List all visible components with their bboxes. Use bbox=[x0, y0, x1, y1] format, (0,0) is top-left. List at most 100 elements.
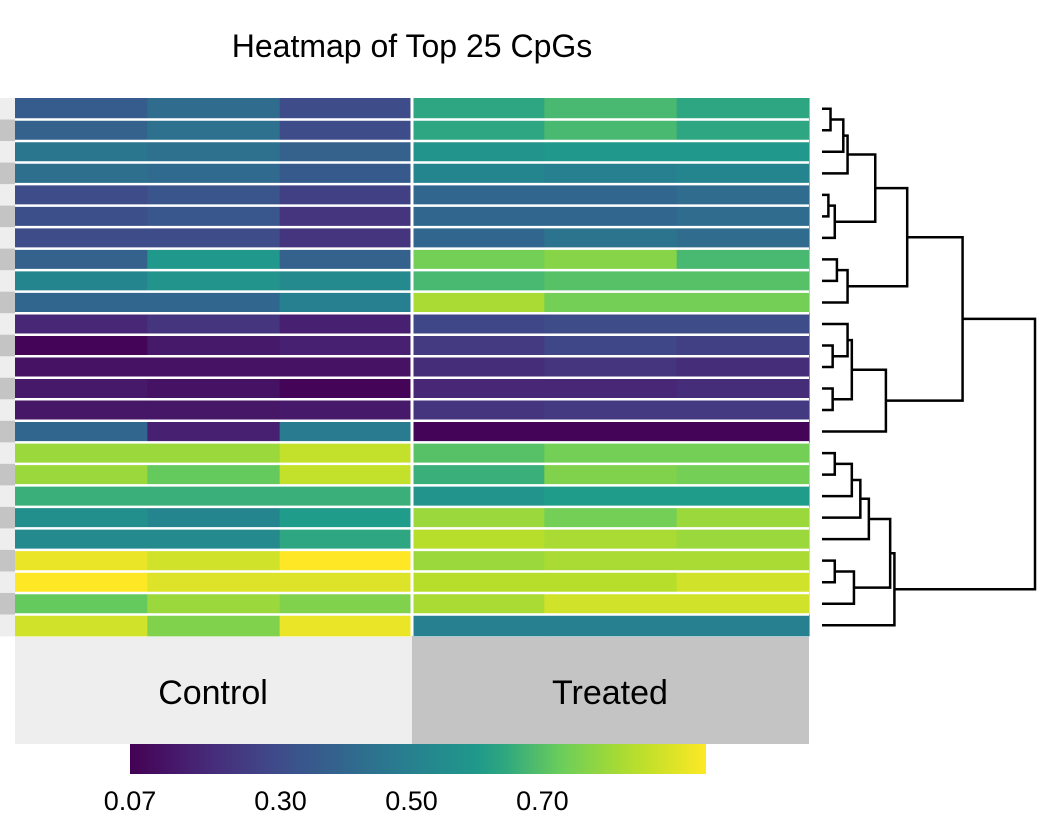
dendrogram-branch bbox=[822, 462, 854, 498]
heatmap-cell bbox=[15, 377, 148, 400]
heatmap-cell bbox=[412, 270, 545, 293]
heatmap-cell bbox=[676, 377, 810, 400]
heatmap-cell bbox=[544, 227, 678, 250]
heatmap-cell bbox=[412, 141, 545, 163]
heatmap-cell bbox=[676, 119, 810, 142]
dendrogram-branch bbox=[885, 235, 964, 402]
heatmap-cell bbox=[544, 420, 678, 443]
heatmap-cell bbox=[412, 313, 545, 336]
row-annotation-cell bbox=[0, 313, 15, 336]
heatmap-cell bbox=[15, 334, 148, 357]
heatmap-cell bbox=[544, 291, 678, 314]
heatmap-cell bbox=[147, 291, 281, 314]
dendrogram-branch bbox=[834, 153, 877, 223]
heatmap-cell bbox=[279, 227, 413, 250]
heatmap-cell bbox=[279, 420, 413, 443]
heatmap-cell bbox=[412, 119, 545, 142]
heatmap-cell bbox=[147, 205, 281, 228]
heatmap-cell bbox=[279, 549, 413, 572]
heatmap-cell bbox=[15, 248, 148, 271]
row-annotation-cell bbox=[0, 248, 15, 271]
heatmap-cell bbox=[676, 356, 810, 379]
heatmap-cell bbox=[676, 205, 810, 228]
heatmap-cell bbox=[15, 313, 148, 336]
heatmap-cell bbox=[544, 377, 678, 400]
heatmap-cell bbox=[412, 420, 545, 443]
heatmap-cell bbox=[544, 98, 678, 120]
heatmap-cell bbox=[279, 356, 413, 379]
heatmap-cell bbox=[147, 313, 281, 336]
row-annotation-cell bbox=[0, 141, 15, 163]
heatmap-cell bbox=[676, 442, 810, 465]
heatmap-cell bbox=[676, 571, 810, 594]
heatmap-cell bbox=[147, 248, 281, 271]
dendrogram-branch bbox=[822, 387, 834, 412]
row-annotation-cell bbox=[0, 485, 15, 508]
heatmap-cell bbox=[676, 141, 810, 163]
heatmap-cell bbox=[544, 205, 678, 228]
heatmap-cell bbox=[676, 227, 810, 250]
heatmap-cell bbox=[279, 528, 413, 551]
heatmap-cell bbox=[412, 528, 545, 551]
heatmap-cell bbox=[15, 463, 148, 486]
heatmap-cell bbox=[15, 399, 148, 422]
heatmap-cell bbox=[15, 291, 148, 314]
heatmap-cell bbox=[15, 270, 148, 293]
dendrogram-branch bbox=[822, 107, 832, 132]
heatmap-cell bbox=[676, 184, 810, 206]
heatmap-cell bbox=[15, 614, 148, 637]
heatmap-cell bbox=[147, 98, 281, 120]
heatmap-cell bbox=[279, 119, 413, 142]
dendrogram-branch bbox=[822, 478, 862, 519]
heatmap-cell bbox=[147, 528, 281, 551]
dendrogram-branch bbox=[822, 559, 837, 584]
heatmap-cell bbox=[147, 334, 281, 357]
row-annotation-strip bbox=[0, 98, 15, 637]
heatmap-cell bbox=[544, 485, 678, 508]
dendrogram-branch bbox=[853, 517, 892, 589]
dendrogram-branch bbox=[822, 193, 830, 218]
heatmap-cell bbox=[412, 248, 545, 271]
group-box-control bbox=[15, 637, 412, 744]
row-annotation-cell bbox=[0, 119, 15, 142]
heatmap-cell bbox=[279, 270, 413, 293]
heatmap-cell bbox=[147, 141, 281, 163]
dendrogram-branch bbox=[822, 570, 856, 605]
heatmap-cell bbox=[147, 592, 281, 615]
heatmap-cell bbox=[544, 334, 678, 357]
row-annotation-cell bbox=[0, 506, 15, 529]
heatmap-cell bbox=[147, 356, 281, 379]
heatmap-cell bbox=[676, 549, 810, 572]
heatmap-cell bbox=[15, 420, 148, 443]
heatmap-cell bbox=[147, 119, 281, 142]
legend-tick-label: 0.07 bbox=[104, 786, 157, 816]
heatmap-cell bbox=[412, 162, 545, 185]
row-annotation-cell bbox=[0, 420, 15, 443]
heatmap-cell bbox=[544, 248, 678, 271]
heatmap-cell bbox=[544, 119, 678, 142]
heatmap-cell bbox=[279, 485, 413, 508]
heatmap-cell bbox=[15, 592, 148, 615]
heatmap-cell bbox=[412, 98, 545, 120]
heatmap-cell bbox=[412, 399, 545, 422]
heatmap-cell bbox=[279, 399, 413, 422]
heatmap-grid bbox=[15, 98, 810, 637]
row-annotation-cell bbox=[0, 377, 15, 400]
dendrogram-branch bbox=[832, 338, 854, 401]
row-annotation-cell bbox=[0, 571, 15, 594]
heatmap-cell bbox=[15, 119, 148, 142]
heatmap-cell bbox=[147, 463, 281, 486]
heatmap-cell bbox=[676, 334, 810, 357]
heatmap-cell bbox=[412, 227, 545, 250]
heatmap-cell bbox=[279, 442, 413, 465]
heatmap-cell bbox=[544, 162, 678, 185]
dendrogram-branch bbox=[847, 186, 909, 288]
dendrogram-branch bbox=[822, 258, 839, 283]
row-annotation-cell bbox=[0, 227, 15, 250]
heatmap-cell bbox=[544, 313, 678, 336]
heatmap-cell bbox=[412, 549, 545, 572]
heatmap-cell bbox=[544, 592, 678, 615]
heatmap-cell bbox=[676, 506, 810, 529]
heatmap-cell bbox=[15, 442, 148, 465]
